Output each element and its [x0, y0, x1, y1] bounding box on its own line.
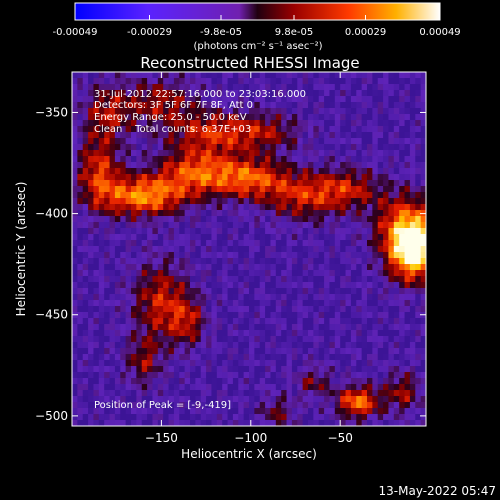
colorbar-unit-label: (photons cm⁻² s⁻¹ asec⁻²) — [193, 41, 322, 52]
annotation-detectors: Detectors: 3F 5F 6F 7F 8F, Att 0 — [94, 100, 253, 111]
chart-title: Reconstructed RHESSI Image — [140, 54, 359, 72]
x-axis-ticks: −150 −100 −50 — [145, 72, 353, 445]
x-tick-label: −50 — [328, 431, 353, 445]
heatmap-image — [72, 72, 426, 426]
colorbar-tick-label: -9.8e-05 — [200, 27, 242, 38]
x-axis-label: Heliocentric X (arcsec) — [181, 447, 317, 461]
colorbar-tick-label: -0.00029 — [127, 27, 172, 38]
y-axis-label: Heliocentric Y (arcsec) — [14, 182, 28, 317]
annotation-energy-range: Energy Range: 25.0 - 50.0 keV — [94, 112, 247, 123]
colorbar-tick-label: -0.00049 — [53, 27, 98, 38]
colorbar-ticks: -0.00049 -0.00029 -9.8e-05 9.8e-05 0.00029 0.… — [53, 15, 461, 38]
colorbar-tick-label: 0.00029 — [345, 27, 386, 38]
annotation-clean-counts: Clean Total counts: 6.37E+03 — [94, 124, 251, 135]
y-tick-label: −450 — [35, 308, 68, 322]
plot-frame — [71, 71, 427, 427]
y-tick-label: −500 — [35, 409, 68, 423]
x-tick-label: −150 — [145, 431, 178, 445]
y-tick-label: −350 — [35, 105, 68, 119]
annotation-time-range: 31-Jul-2012 22:57:16.000 to 23:03:16.000 — [94, 89, 306, 100]
y-axis-ticks: −350 −400 −450 −500 — [35, 105, 426, 423]
colorbar-tick-label: 0.00049 — [419, 27, 460, 38]
footer-date: 13-May-2022 05:47 — [379, 484, 496, 498]
colorbar-tick-label: 9.8e-05 — [275, 27, 313, 38]
colorbar — [75, 3, 440, 20]
y-tick-label: −400 — [35, 207, 68, 221]
peak-position-label: Position of Peak = [-9,-419] — [94, 400, 231, 411]
x-tick-label: −100 — [234, 431, 267, 445]
